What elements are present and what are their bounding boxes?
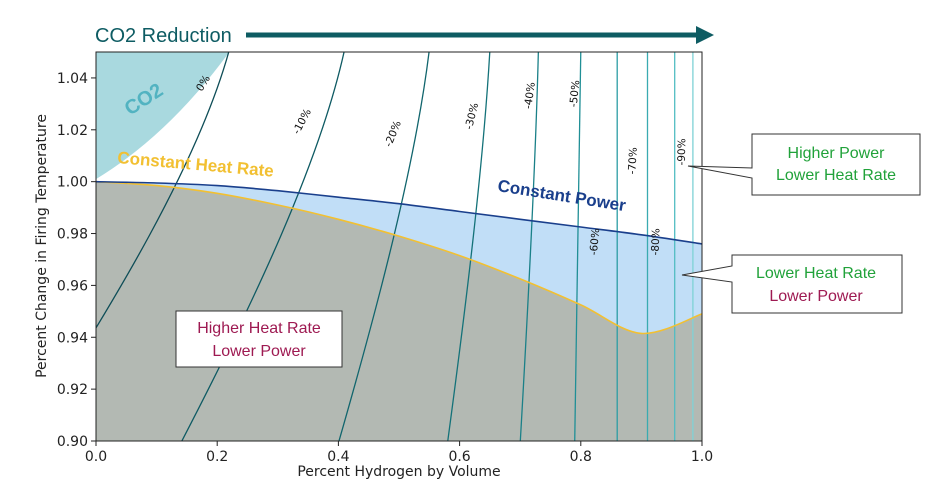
x-axis-ticks: 0.0 0.2 0.4 0.6 0.8 1.0 xyxy=(85,441,713,465)
co2-region xyxy=(96,52,230,180)
contour-label: -60% xyxy=(588,228,602,256)
contour-line xyxy=(447,52,491,441)
contour-label: -50% xyxy=(568,80,583,108)
contour-line xyxy=(519,52,539,441)
y-axis-label: Percent Change in Firing Temperature xyxy=(34,114,50,378)
plot-area: 0%-10% -20%-30%-40% -50%-60%-70%-80%-90% xyxy=(96,52,702,441)
contour-label: -90% xyxy=(676,138,688,165)
contour-label: -80% xyxy=(650,228,663,256)
contour-label: -40% xyxy=(522,81,538,110)
constant-power-line xyxy=(96,180,702,245)
y-tick-label: 0.96 xyxy=(57,278,88,294)
x-tick-label: 0.2 xyxy=(206,449,228,465)
x-axis-label: Percent Hydrogen by Volume xyxy=(297,464,500,480)
higher-heat-rate-region xyxy=(96,181,702,441)
x-tick-label: 0.4 xyxy=(327,449,349,465)
x-tick-label: 0.6 xyxy=(448,449,470,465)
callout-lower-heat-rate-line1: Lower Heat Rate xyxy=(756,265,876,282)
y-tick-label: 1.04 xyxy=(57,71,88,87)
callout-lower-heat-rate-line2: Lower Power xyxy=(769,288,863,305)
banner-arrow-head xyxy=(696,26,714,44)
contour-line xyxy=(96,52,230,330)
callout-higher-power-line1: Higher Power xyxy=(788,145,886,162)
y-tick-label: 0.94 xyxy=(57,330,88,346)
callout-higher-heat-rate: Higher Heat Rate Lower Power xyxy=(175,310,343,368)
contour-line xyxy=(181,52,345,441)
y-tick-label: 1.00 xyxy=(57,175,88,191)
callout-higher-power: Higher Power Lower Heat Rate xyxy=(687,133,921,196)
y-tick-label: 0.90 xyxy=(57,434,88,450)
x-tick-label: 0.8 xyxy=(570,449,592,465)
banner-label: CO2 Reduction xyxy=(95,25,232,47)
x-tick-label: 1.0 xyxy=(691,449,713,465)
y-tick-label: 0.92 xyxy=(57,382,88,398)
y-tick-label: 0.98 xyxy=(57,227,88,243)
plot-frame xyxy=(95,51,703,442)
callout-lower-heat-rate: Lower Heat Rate Lower Power xyxy=(681,254,903,314)
callout-higher-heat-rate-line1: Higher Heat Rate xyxy=(197,320,321,337)
y-axis-ticks: 0.90 0.92 0.94 0.96 0.98 1.00 1.02 1.04 xyxy=(57,71,96,450)
y-tick-label: 1.02 xyxy=(57,123,88,139)
contour-line xyxy=(574,52,582,441)
constant-heat-rate-line xyxy=(96,180,702,335)
callout-higher-heat-rate-line2: Lower Power xyxy=(212,343,306,360)
callout-higher-power-line2: Lower Heat Rate xyxy=(776,167,896,184)
contour-label: -70% xyxy=(626,147,639,175)
x-tick-label: 0.0 xyxy=(85,449,107,465)
